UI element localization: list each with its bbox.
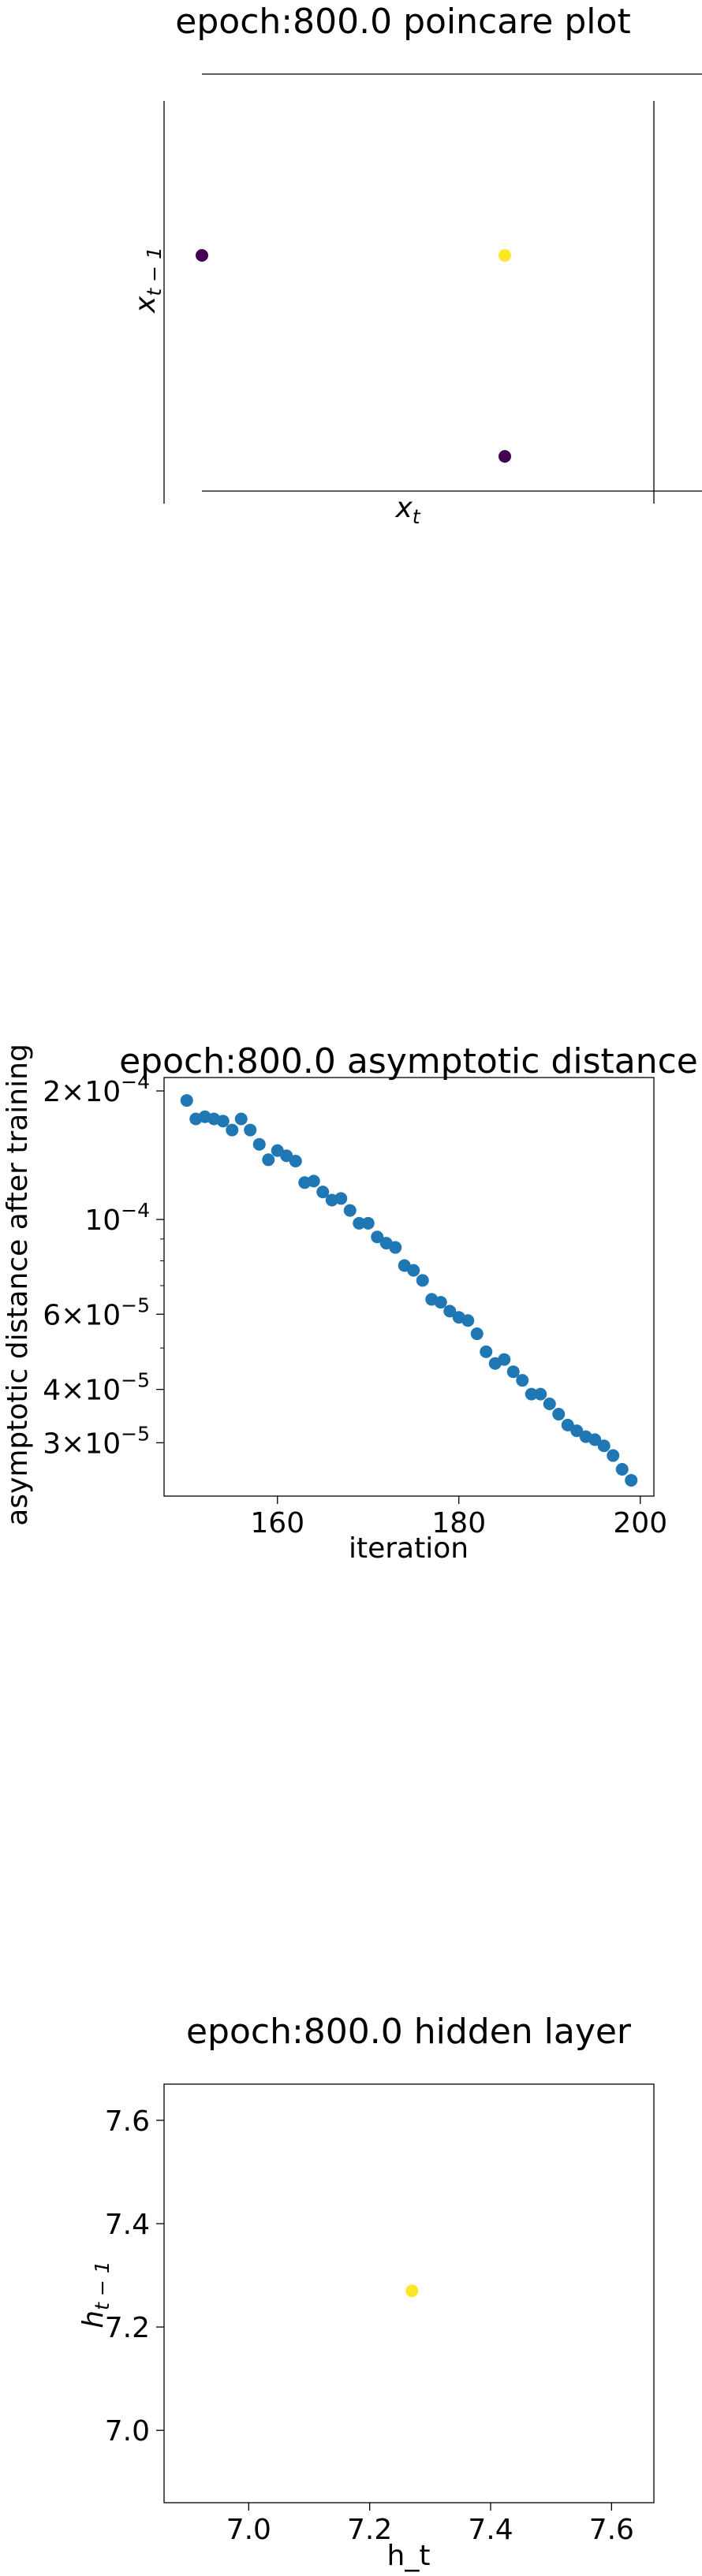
distance-point-43 (570, 1424, 584, 1438)
distance-point-19 (353, 1216, 366, 1230)
distance-point-14 (307, 1174, 320, 1188)
hidden-xtick-label-1: 7.2 (347, 2514, 392, 2546)
distance-point-15 (316, 1186, 330, 1199)
hidden-plot-frame (163, 2083, 655, 2503)
distance-panel: epoch:800.0 asymptotic distance 160 180 20… (2, 1041, 698, 1565)
hidden-point-0 (405, 2284, 419, 2298)
distance-point-23 (389, 1241, 402, 1254)
distance-ytick-label-4: 3×10−5 (43, 1422, 150, 1460)
distance-point-36 (506, 1365, 520, 1379)
poincare-panel: epoch:800.0 poincare plot xt xt − 1 (129, 2, 702, 528)
poincare-title: epoch:800.0 poincare plot (175, 2, 630, 42)
hidden-ytick-label-2: 7.4 (105, 2209, 150, 2241)
distance-ytick-label-2: 6×10−5 (43, 1294, 150, 1331)
poincare-points (196, 249, 511, 463)
poincare-point-2 (498, 450, 511, 463)
poincare-xlabel: xt (394, 492, 420, 528)
distance-point-38 (525, 1387, 538, 1401)
distance-axis-ticks: 160 180 200 2×10−4 10−4 6×10−5 4×10−5 3×10−5 (43, 1070, 667, 1539)
hidden-ylabel: ht − 1 (77, 2261, 114, 2328)
hidden-ytick-label-1: 7.2 (105, 2312, 150, 2344)
hidden-panel: epoch:800.0 hidden layer 7.0 7.2 7.4 7.67.0… (77, 2012, 655, 2572)
distance-point-37 (516, 1374, 529, 1387)
distance-point-35 (498, 1353, 511, 1366)
hidden-ytick-label-3: 7.6 (105, 2105, 150, 2138)
distance-points (180, 1094, 638, 1487)
distance-point-25 (407, 1264, 420, 1277)
distance-point-26 (416, 1274, 429, 1287)
hidden-ytick-label-0: 7.0 (105, 2415, 150, 2448)
distance-point-49 (625, 1473, 638, 1487)
distance-point-33 (480, 1345, 493, 1358)
distance-point-47 (607, 1449, 620, 1462)
distance-point-41 (552, 1408, 566, 1421)
distance-ytick-label-3: 4×10−5 (43, 1369, 150, 1407)
distance-point-46 (597, 1439, 611, 1453)
distance-plot-frame (163, 1077, 655, 1497)
poincare-point-1 (498, 249, 511, 262)
distance-point-4 (216, 1115, 230, 1128)
distance-point-42 (561, 1418, 574, 1431)
poincare-ylabel: xt − 1 (129, 247, 166, 314)
hidden-xtick-label-0: 7.0 (226, 2514, 271, 2546)
distance-ylabel: asymptotic distance after training (2, 1044, 34, 1526)
distance-point-7 (244, 1123, 257, 1137)
distance-point-6 (234, 1112, 248, 1126)
distance-ytick-label-0: 2×10−4 (43, 1070, 150, 1108)
hidden-title: epoch:800.0 hidden layer (186, 2012, 632, 2052)
distance-point-8 (252, 1137, 266, 1151)
distance-point-45 (588, 1433, 602, 1446)
distance-point-5 (226, 1123, 239, 1137)
distance-point-9 (262, 1153, 275, 1167)
distance-point-39 (534, 1387, 547, 1401)
hidden-axis-ticks: 7.0 7.2 7.4 7.6 7.0 7.2 7.4 7.6 (105, 2105, 634, 2546)
distance-point-31 (461, 1314, 475, 1327)
distance-point-17 (334, 1192, 348, 1205)
distance-title: epoch:800.0 asymptotic distance (119, 1041, 698, 1081)
distance-xtick-label-0: 160 (250, 1507, 304, 1539)
distance-point-48 (615, 1462, 629, 1476)
hidden-xtick-label-2: 7.4 (468, 2514, 513, 2546)
distance-point-12 (289, 1155, 302, 1168)
hidden-points (405, 2284, 419, 2298)
distance-ytick-label-1: 10−4 (84, 1199, 150, 1237)
distance-point-20 (361, 1216, 375, 1230)
distance-point-28 (434, 1296, 447, 1309)
distance-point-32 (470, 1327, 484, 1341)
distance-point-21 (371, 1230, 384, 1244)
distance-xtick-label-2: 200 (613, 1507, 667, 1539)
distance-point-29 (443, 1305, 457, 1318)
hidden-xtick-label-3: 7.6 (589, 2514, 634, 2546)
poincare-point-0 (196, 249, 208, 262)
hidden-xlabel: h_t (387, 2540, 431, 2572)
distance-xlabel: iteration (349, 1532, 469, 1565)
distance-point-40 (543, 1397, 556, 1410)
distance-point-0 (180, 1094, 193, 1107)
distance-xtick-label-1: 180 (431, 1507, 486, 1539)
distance-point-18 (343, 1204, 357, 1217)
